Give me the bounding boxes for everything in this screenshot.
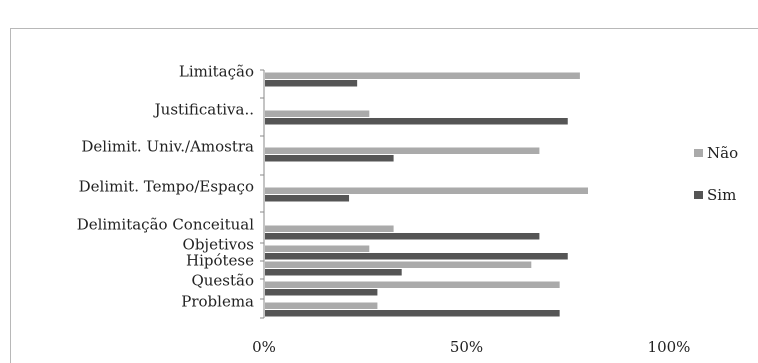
bar-nao-hipotese (265, 261, 532, 268)
x-tick-label-0: 0% (252, 338, 276, 356)
category-label-delimit-univ-amostra: Delimit. Univ./Amostra (81, 138, 254, 156)
bar-nao-questao (265, 281, 560, 288)
legend-label-sim: Sim (707, 186, 736, 204)
chart-legend: Não Sim (694, 144, 738, 204)
bar-nao-limitacao (265, 72, 580, 79)
legend-label-nao: Não (707, 144, 738, 162)
bar-sim-limitacao (265, 80, 358, 87)
category-label-problema: Problema (181, 293, 254, 311)
bar-nao-justificativa (265, 110, 370, 117)
chart-axes (260, 69, 265, 319)
category-label-objetivos: Objetivos (183, 236, 254, 254)
category-label-justificativa: Justificativa.. (153, 101, 254, 119)
bar-nao-delimit-tempo-espaco (265, 187, 588, 194)
bar-nao-objetivos (265, 245, 370, 252)
category-label-limitacao: Limitação (179, 63, 254, 81)
chart-frame (10, 28, 758, 363)
category-label-hipotese: Hipótese (186, 252, 254, 270)
x-tick-label-1: 50% (450, 338, 483, 356)
bar-nao-delimit-univ-amostra (265, 147, 540, 154)
chart-bars (265, 72, 588, 317)
x-tick-labels: 0% 50% 100% (252, 338, 690, 356)
bar-sim-justificativa (265, 118, 568, 125)
bar-sim-problema (265, 310, 560, 317)
bar-sim-delimit-tempo-espaco (265, 195, 350, 202)
bar-sim-delimit-univ-amostra (265, 155, 394, 162)
category-label-delimitacao-conceitual: Delimitação Conceitual (77, 216, 255, 234)
bar-nao-delimitacao-conceitual (265, 225, 394, 232)
category-label-delimit-tempo-espaco: Delimit. Tempo/Espaço (79, 178, 254, 196)
legend-swatch-nao (694, 149, 703, 157)
bar-nao-problema (265, 302, 378, 309)
bar-sim-delimitacao-conceitual (265, 233, 540, 240)
bar-sim-hipotese (265, 269, 402, 276)
x-tick-label-2: 100% (648, 338, 691, 356)
legend-swatch-sim (694, 191, 703, 199)
category-label-questao: Questão (191, 272, 254, 290)
bar-sim-objetivos (265, 253, 568, 260)
bar-sim-questao (265, 289, 378, 296)
